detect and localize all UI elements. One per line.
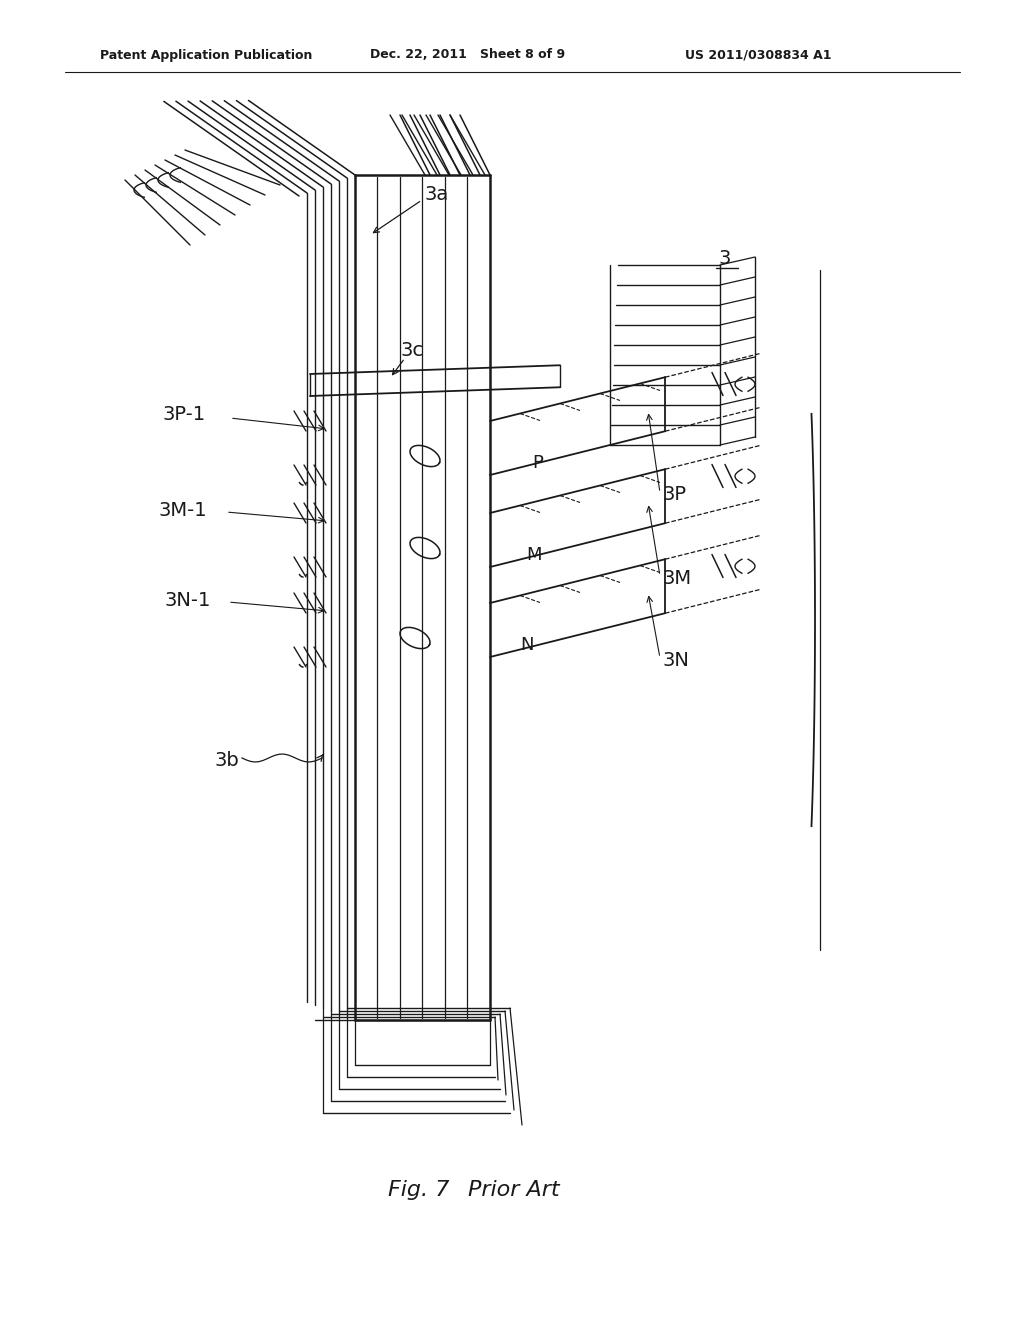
Text: US 2011/0308834 A1: US 2011/0308834 A1 (685, 49, 831, 62)
Text: 3P: 3P (662, 486, 686, 504)
Text: Fig. 7: Fig. 7 (388, 1180, 450, 1200)
Text: M: M (526, 546, 542, 564)
Text: Dec. 22, 2011   Sheet 8 of 9: Dec. 22, 2011 Sheet 8 of 9 (370, 49, 565, 62)
Text: 3c: 3c (400, 341, 423, 359)
Text: 3: 3 (718, 248, 730, 268)
Text: 3N: 3N (662, 651, 689, 669)
Text: 3M: 3M (662, 569, 691, 587)
Text: 3a: 3a (425, 186, 450, 205)
Text: P: P (532, 454, 544, 473)
Text: Prior Art: Prior Art (468, 1180, 560, 1200)
Text: Patent Application Publication: Patent Application Publication (100, 49, 312, 62)
Text: 3P-1: 3P-1 (162, 405, 205, 425)
Text: 3N-1: 3N-1 (165, 590, 211, 610)
Text: 3M-1: 3M-1 (158, 500, 207, 520)
Text: 3b: 3b (215, 751, 240, 770)
Text: N: N (520, 636, 534, 653)
